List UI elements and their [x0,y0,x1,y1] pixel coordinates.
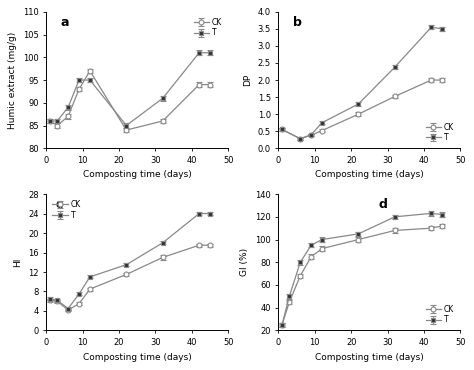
Legend: CK, T: CK, T [423,303,456,327]
Legend: CK, T: CK, T [423,120,456,144]
Text: c: c [55,198,63,211]
X-axis label: Composting time (days): Composting time (days) [83,353,191,361]
Text: a: a [61,16,69,29]
Legend: CK, T: CK, T [50,198,83,222]
Y-axis label: GI (%): GI (%) [240,248,249,276]
Y-axis label: Humic extract (mg/g): Humic extract (mg/g) [9,31,18,129]
X-axis label: Composting time (days): Composting time (days) [315,353,424,361]
X-axis label: Composting time (days): Composting time (days) [83,171,191,179]
Y-axis label: HI: HI [13,258,22,267]
Text: d: d [379,198,387,211]
Legend: CK, T: CK, T [191,16,225,40]
X-axis label: Composting time (days): Composting time (days) [315,171,424,179]
Text: b: b [293,16,302,29]
Y-axis label: DP: DP [243,74,252,86]
